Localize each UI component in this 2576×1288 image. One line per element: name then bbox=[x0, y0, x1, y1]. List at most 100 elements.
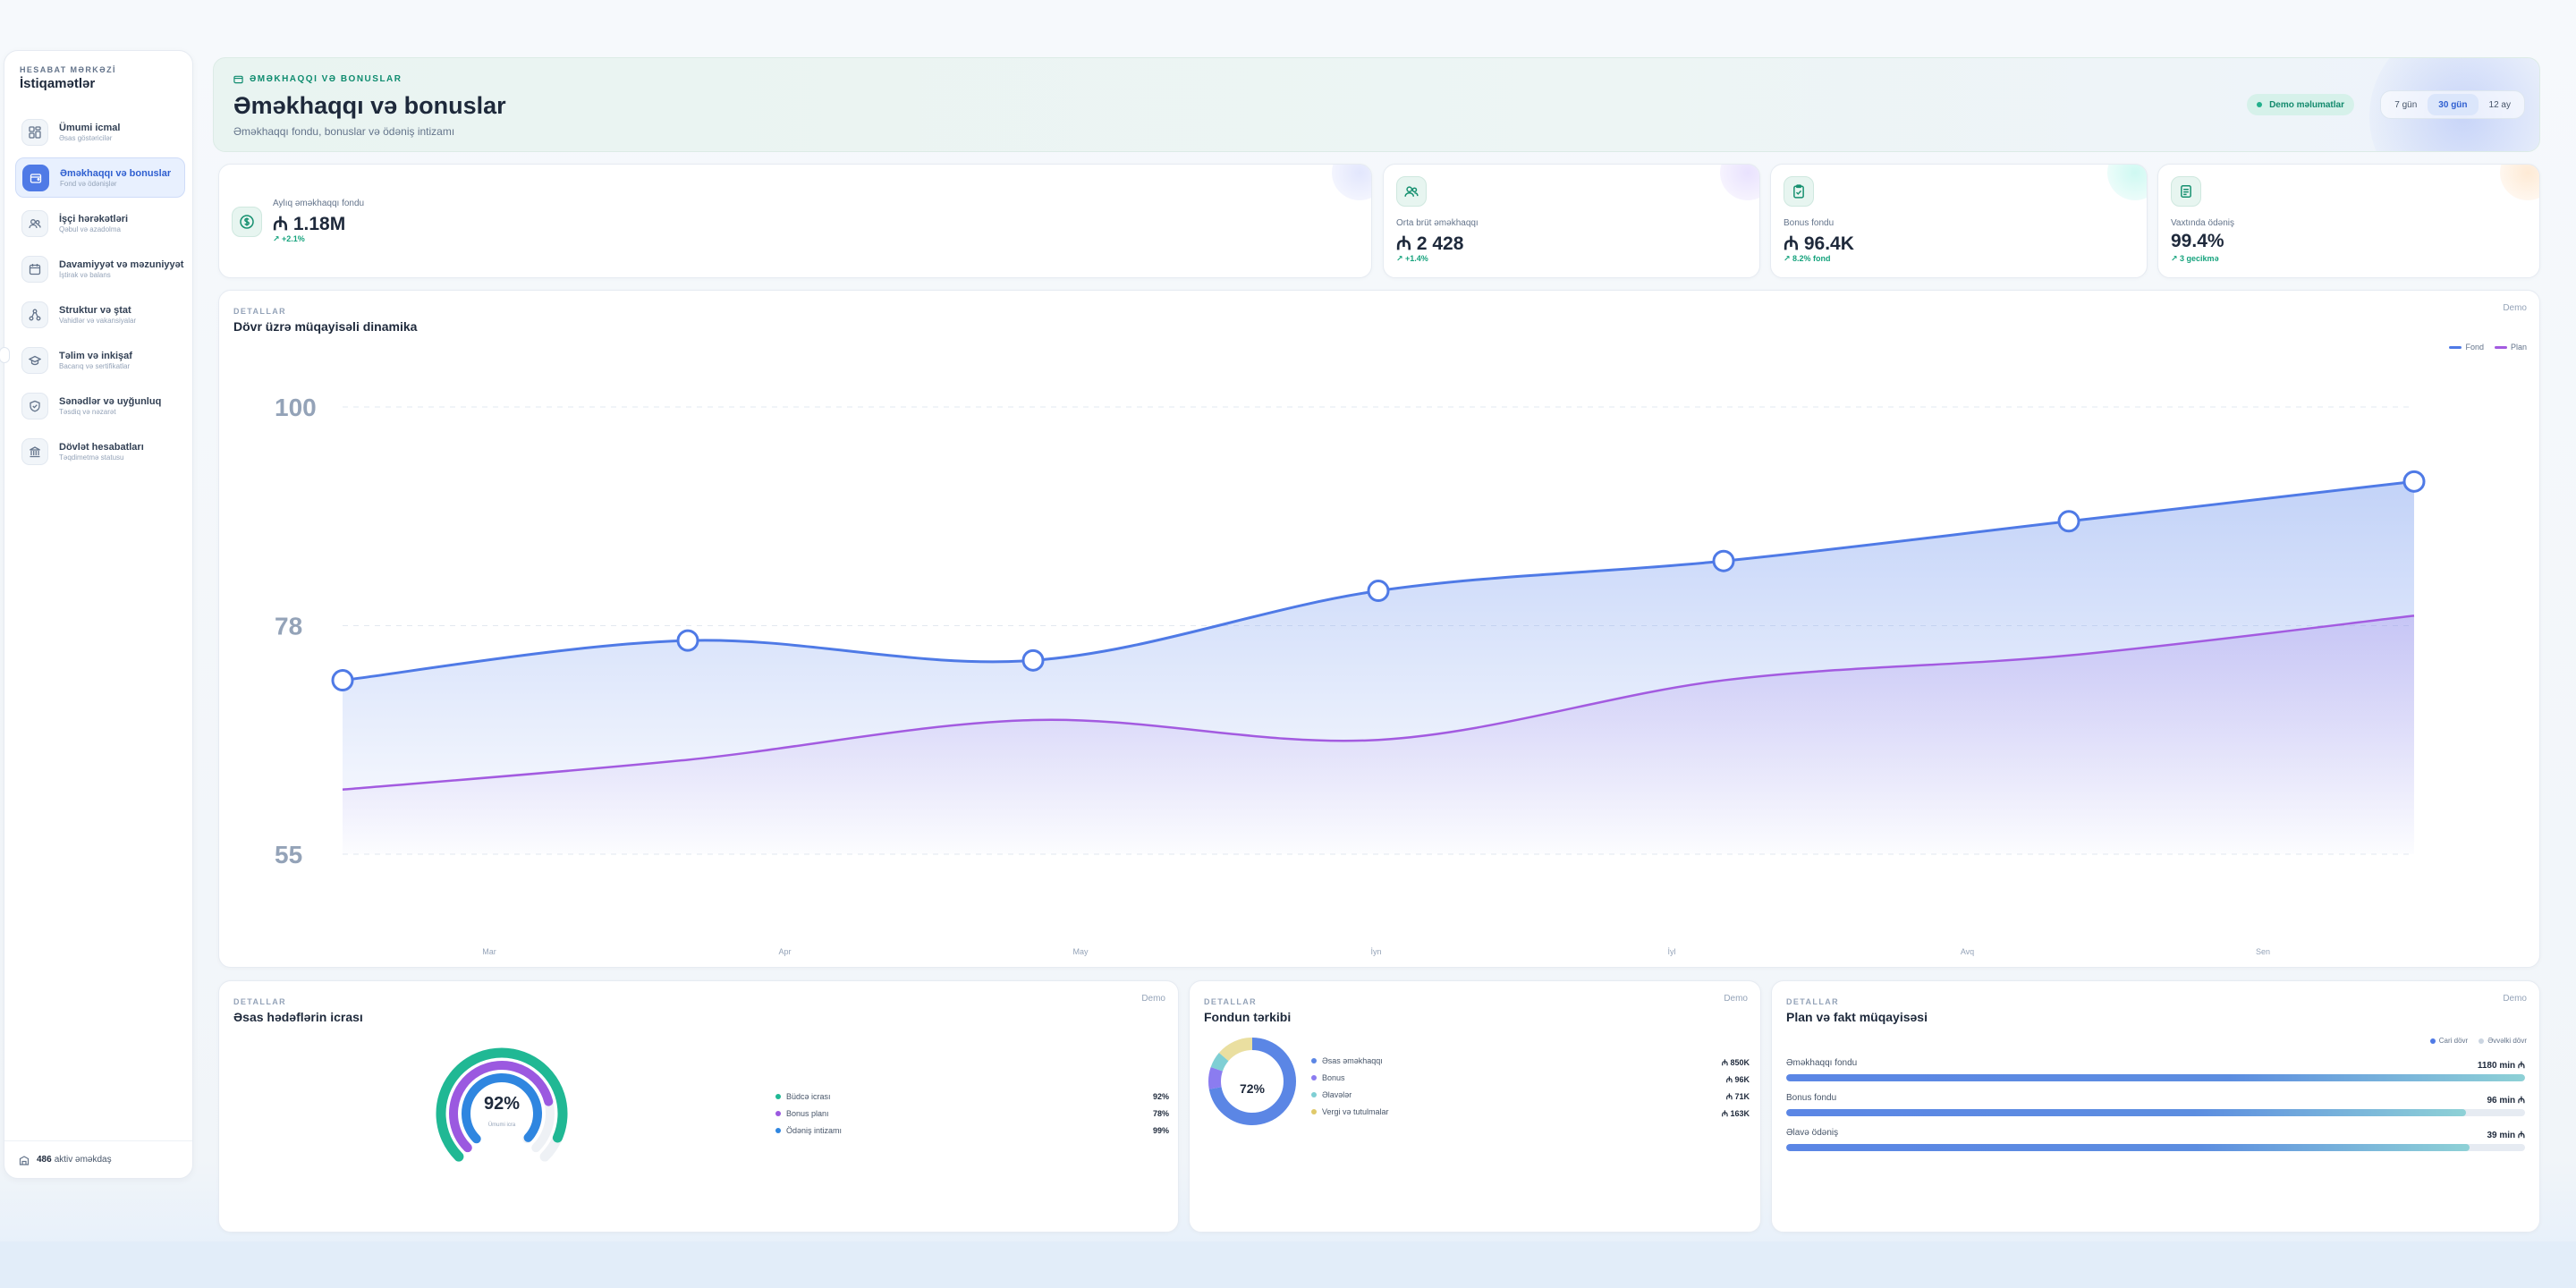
panel-demo-label: Demo bbox=[1141, 994, 1165, 1004]
demo-data-badge: Demo məlumatlar bbox=[2247, 94, 2354, 115]
plan-fact-bar bbox=[1786, 1144, 2470, 1151]
x-tick-label: İyn bbox=[1370, 947, 1381, 956]
page-title: Əməkhaqqı və bonuslar bbox=[233, 92, 506, 119]
sidebar-item-sub: Təsdiq və nəzarət bbox=[59, 407, 116, 416]
plan-fact-value: 1180 min ₼ bbox=[2477, 1061, 2525, 1071]
data-point[interactable] bbox=[1021, 648, 1045, 672]
sidebar-item-documents[interactable]: Sənədlər və uyğunluq Təsdiq və nəzarət bbox=[15, 386, 185, 426]
legend-label: Ödəniş intizamı bbox=[786, 1126, 843, 1135]
legend-label: Plan bbox=[2510, 343, 2527, 352]
kpi-card-average-gross[interactable]: Orta brüt əməkhaqqı ₼ 2 428 ↗ +1.4% bbox=[1383, 164, 1760, 278]
legend-label: Əvvəlki dövr bbox=[2487, 1037, 2527, 1045]
legend-item[interactable]: Cari dövr bbox=[2429, 1037, 2468, 1045]
demo-data-badge-label: Demo məlumatlar bbox=[2269, 99, 2344, 110]
legend-label: Əlavələr bbox=[1322, 1090, 1352, 1099]
radial-arc bbox=[449, 1061, 554, 1153]
legend-label: Əsas əməkhaqqı bbox=[1322, 1056, 1383, 1065]
kpi-card-on-time-payment[interactable]: Vaxtında ödəniş 99.4% ↗ 3 gecikmə bbox=[2157, 164, 2540, 278]
kpi-label: Bonus fondu bbox=[1784, 218, 1835, 228]
card-decoration bbox=[2107, 165, 2147, 200]
data-point[interactable] bbox=[1367, 580, 1390, 603]
kpi-label: Orta brüt əməkhaqqı bbox=[1396, 218, 1479, 228]
plan-fact-row: Əməkhaqqı fondu 1180 min ₼ bbox=[1786, 1058, 2525, 1085]
plan-fact-category: Bonus fondu bbox=[1786, 1093, 1837, 1103]
series-line-plan bbox=[342, 614, 2415, 792]
panel-title: Fondun tərkibi bbox=[1204, 1010, 1292, 1024]
dynamics-chart-panel: DETALLAR Dövr üzrə müqayisəli dinamika D… bbox=[218, 290, 2540, 968]
sidebar-item-attendance[interactable]: Davamiyyət və məzuniyyət İştirak və balan… bbox=[15, 249, 185, 289]
sidebar-item-sub: Təqdimetmə statusu bbox=[59, 453, 124, 462]
kpi-delta: ↗ 8.2% fond bbox=[1784, 254, 1831, 263]
page-subtitle: Əməkhaqqı fondu, bonuslar və ödəniş inti… bbox=[233, 125, 455, 138]
sidebar-collapse-handle[interactable] bbox=[0, 347, 10, 363]
sidebar-eyebrow: HESABAT MƏRKƏZİ bbox=[20, 65, 116, 74]
legend-item[interactable]: Fond bbox=[2449, 343, 2484, 352]
panel-demo-label: Demo bbox=[2503, 303, 2527, 313]
users-icon bbox=[1396, 176, 1427, 207]
kpi-label: Aylıq əməkhaqqı fondu bbox=[273, 199, 365, 208]
plan-fact-value: 96 min ₼ bbox=[2487, 1096, 2525, 1106]
panel-eyebrow: DETALLAR bbox=[233, 997, 287, 1006]
x-tick-label: Mar bbox=[482, 947, 496, 956]
kpi-card-monthly-fund[interactable]: Aylıq əməkhaqqı fondu ₼ 1.18M ↗ +2.1% bbox=[218, 164, 1372, 278]
data-point[interactable] bbox=[2402, 470, 2426, 493]
legend-item[interactable]: Əvvəlki dövr bbox=[2479, 1037, 2527, 1045]
period-12-months[interactable]: 12 ay bbox=[2488, 99, 2511, 110]
sidebar-item-label: Sənədlər və uyğunluq bbox=[59, 395, 162, 407]
sidebar: HESABAT MƏRKƏZİ İstiqamətlər Ümumi icmal… bbox=[0, 50, 193, 1179]
active-employee-count: 486 bbox=[37, 1155, 52, 1165]
kpi-value: ₼ 1.18M bbox=[273, 214, 346, 234]
composition-card: DETALLAR Fondun tərkibi Demo 72% Əsas əm… bbox=[1189, 980, 1761, 1233]
shield-icon bbox=[21, 392, 48, 419]
data-point[interactable] bbox=[676, 629, 699, 652]
sidebar-item-training[interactable]: Təlim və inkişaf Bacarıq və sertifikatlar bbox=[15, 340, 185, 380]
sidebar-item-label: Təlim və inkişaf bbox=[59, 350, 132, 361]
legend-item[interactable]: Plan bbox=[2494, 343, 2527, 352]
kpi-delta: ↗ +1.4% bbox=[1396, 254, 1428, 263]
panel-demo-label: Demo bbox=[2503, 994, 2527, 1004]
kpi-delta: ↗ 3 gecikmə bbox=[2171, 254, 2219, 263]
legend-label: Bonus bbox=[1322, 1073, 1345, 1082]
header-eyebrow-text: ƏMƏKHAQQI VƏ BONUSLAR bbox=[250, 74, 402, 84]
bank-icon bbox=[21, 437, 48, 465]
period-30-days[interactable]: 30 gün bbox=[2428, 94, 2479, 115]
sidebar-footer: 486 aktiv əməkdaş bbox=[4, 1140, 192, 1178]
sidebar-item-structure[interactable]: Struktur və ştat Vahidlər və vakansiyalar bbox=[15, 294, 185, 335]
period-selector: 7 gün 30 gün 12 ay bbox=[2380, 90, 2525, 119]
data-point[interactable] bbox=[1712, 549, 1735, 572]
x-tick-label: May bbox=[1072, 947, 1089, 956]
sidebar-item-sub: Əsas göstəricilər bbox=[59, 133, 113, 142]
series-area-fond bbox=[343, 481, 2414, 854]
sidebar-item-sub: Fond və ödənişlər bbox=[60, 179, 117, 188]
data-point[interactable] bbox=[2057, 510, 2080, 533]
header-eyebrow: ƏMƏKHAQQI VƏ BONUSLAR bbox=[233, 74, 402, 84]
legend-value: 99% bbox=[1152, 1126, 1169, 1135]
period-7-days[interactable]: 7 gün bbox=[2394, 99, 2418, 110]
plan-fact-bar bbox=[1786, 1109, 2466, 1116]
donut-center-value: 72% bbox=[1239, 1081, 1266, 1096]
composition-donut-chart bbox=[1208, 1038, 1296, 1125]
x-tick-label: Avq bbox=[1961, 947, 1974, 956]
sidebar-item-overview[interactable]: Ümumi icmal Əsas göstəricilər bbox=[15, 112, 185, 152]
legend-value: ₼ 71K bbox=[1725, 1092, 1750, 1101]
kpi-card-bonus-fund[interactable]: Bonus fondu ₼ 96.4K ↗ 8.2% fond bbox=[1770, 164, 2148, 278]
status-dot-icon bbox=[2257, 102, 2263, 107]
panel-demo-label: Demo bbox=[1724, 994, 1748, 1004]
chart-legend: Fond Plan bbox=[2438, 343, 2527, 352]
legend-label: Büdcə icrası bbox=[786, 1092, 831, 1101]
kpi-value: ₼ 2 428 bbox=[1396, 233, 1464, 254]
sidebar-item-payroll[interactable]: Əməkhaqqı və bonuslar Fond və ödənişlər bbox=[15, 157, 185, 198]
data-point[interactable] bbox=[331, 669, 354, 692]
panel-eyebrow: DETALLAR bbox=[1204, 997, 1258, 1006]
users-icon bbox=[21, 209, 48, 237]
kpi-label: Vaxtında ödəniş bbox=[2171, 218, 2234, 228]
legend-value: 78% bbox=[1152, 1109, 1169, 1118]
sidebar-item-state-reports[interactable]: Dövlət hesabatları Təqdimetmə statusu bbox=[15, 431, 185, 471]
donut-slice[interactable] bbox=[1208, 1038, 1296, 1125]
sidebar-item-movements[interactable]: İşçi hərəkətləri Qəbul və azadolma bbox=[15, 203, 185, 243]
legend-value: ₼ 96K bbox=[1725, 1075, 1750, 1084]
card-decoration bbox=[2500, 165, 2539, 200]
donut-slice[interactable] bbox=[1208, 1038, 1296, 1125]
clipboard-check-icon bbox=[1784, 176, 1814, 207]
panel-title: Plan və fakt müqayisəsi bbox=[1786, 1010, 1928, 1024]
